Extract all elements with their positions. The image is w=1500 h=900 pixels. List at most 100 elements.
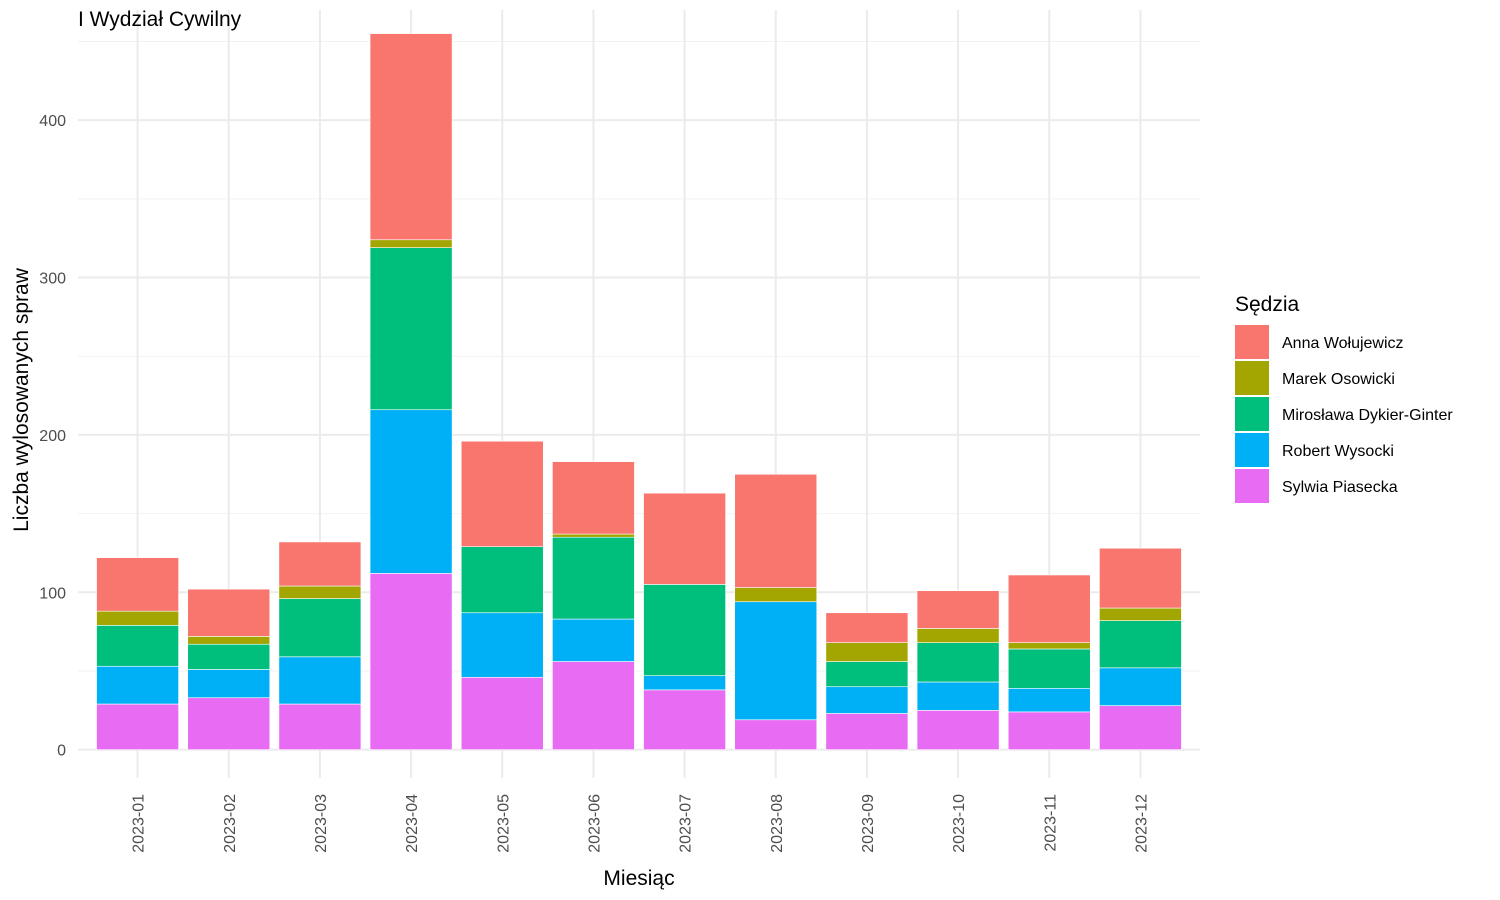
bar-segment xyxy=(643,675,726,691)
bar-segment xyxy=(1099,607,1182,621)
y-tick-label: 200 xyxy=(39,428,66,445)
bar-segment xyxy=(460,546,544,614)
legend-label: Robert Wysocki xyxy=(1282,443,1394,460)
bar-segment xyxy=(916,710,1000,750)
bar-stack xyxy=(369,33,453,750)
bar-segment xyxy=(96,625,179,667)
legend-label: Marek Osowicki xyxy=(1282,371,1395,388)
legend-label: Sylwia Piasecka xyxy=(1282,479,1398,496)
x-tick-label: 2023-10 xyxy=(951,794,968,853)
legend: Sędzia Anna Wołujewicz Marek Osowicki Miro… xyxy=(1235,293,1453,503)
legend-item: Marek Osowicki xyxy=(1235,361,1395,395)
bar-segment xyxy=(734,473,818,588)
x-tick-label: 2023-07 xyxy=(678,794,695,853)
bar-segment xyxy=(734,719,818,750)
bar-segment xyxy=(734,601,818,721)
y-tick-label: 0 xyxy=(57,743,66,760)
legend-swatch xyxy=(1235,361,1269,395)
bar-segment xyxy=(369,573,453,750)
legend-item: Robert Wysocki xyxy=(1235,433,1394,467)
bar-stack xyxy=(643,492,726,750)
bar-stack xyxy=(916,590,1000,750)
bar-segment xyxy=(369,33,453,241)
bar-segment xyxy=(1007,711,1091,750)
x-axis-title: Miesiąc xyxy=(603,867,674,890)
bar-segment xyxy=(96,610,179,626)
bar-stack xyxy=(1099,547,1182,750)
legend-swatch xyxy=(1235,397,1269,431)
bar-segment xyxy=(187,697,271,750)
bar-segment xyxy=(552,536,635,620)
bar-segment xyxy=(916,628,1000,643)
bar-segment xyxy=(1007,642,1091,650)
legend-swatch xyxy=(1235,325,1269,359)
legend-item: Mirosława Dykier-Ginter xyxy=(1235,397,1453,431)
bar-segment xyxy=(187,588,271,637)
bar-segment xyxy=(825,642,909,662)
bar-segment xyxy=(1007,574,1091,643)
bar-stack xyxy=(1007,574,1091,750)
bar-segment xyxy=(278,585,362,599)
bar-segment xyxy=(1099,705,1182,750)
bar-segment xyxy=(552,661,635,750)
y-axis-title: Liczba wylosowanych spraw xyxy=(10,267,33,532)
bar-segment xyxy=(1099,667,1182,706)
y-axis-ticks: 0 100 200 300 400 xyxy=(39,113,66,760)
bar-segment xyxy=(369,239,453,248)
bar-stack xyxy=(460,440,544,750)
bar-segment xyxy=(552,533,635,538)
bar-segment xyxy=(1007,687,1091,713)
x-tick-label: 2023-11 xyxy=(1042,794,1059,852)
bar-segment xyxy=(552,461,635,535)
bar-segment xyxy=(1007,648,1091,689)
bar-segment xyxy=(369,409,453,574)
x-tick-label: 2023-01 xyxy=(131,794,148,853)
bar-segment xyxy=(460,612,544,678)
bar-stack xyxy=(825,612,909,750)
x-tick-label: 2023-05 xyxy=(495,794,512,853)
bar-segment xyxy=(187,636,271,645)
y-tick-label: 300 xyxy=(39,271,66,288)
bar-segment xyxy=(1099,547,1182,609)
bar-segment xyxy=(278,541,362,587)
bar-segment xyxy=(278,656,362,705)
bar-segment xyxy=(187,669,271,699)
bar-segment xyxy=(825,661,909,688)
legend-label: Mirosława Dykier-Ginter xyxy=(1282,407,1453,424)
bar-segment xyxy=(825,713,909,750)
bar-segment xyxy=(825,612,909,643)
bar-segment xyxy=(1099,620,1182,669)
legend-item: Sylwia Piasecka xyxy=(1235,469,1398,503)
legend-items: Anna Wołujewicz Marek Osowicki Mirosława D… xyxy=(1235,325,1453,503)
bar-stack xyxy=(552,461,635,750)
bar-segment xyxy=(369,247,453,411)
bar-stack xyxy=(734,473,818,750)
bar-segment xyxy=(278,598,362,658)
bar-segment xyxy=(734,587,818,603)
bar-segment xyxy=(643,492,726,585)
legend-swatch xyxy=(1235,469,1269,503)
y-tick-label: 400 xyxy=(39,113,66,130)
bar-segment xyxy=(460,440,544,547)
bar-segment xyxy=(643,584,726,677)
bars xyxy=(96,33,1182,750)
bar-stack xyxy=(96,557,179,750)
bar-stack xyxy=(187,588,271,750)
bar-segment xyxy=(916,681,1000,711)
chart-title: I Wydział Cywilny xyxy=(78,8,242,31)
legend-item: Anna Wołujewicz xyxy=(1235,325,1404,359)
legend-label: Anna Wołujewicz xyxy=(1282,335,1404,352)
legend-title: Sędzia xyxy=(1235,293,1300,316)
bar-segment xyxy=(916,642,1000,683)
bar-segment xyxy=(96,703,179,750)
bar-segment xyxy=(916,590,1000,629)
bar-segment xyxy=(278,703,362,750)
bar-segment xyxy=(187,643,271,670)
x-tick-label: 2023-04 xyxy=(404,794,421,853)
x-axis-ticks: 2023-01 2023-02 2023-03 2023-04 2023-05 2023-… xyxy=(131,794,1151,853)
bar-segment xyxy=(96,665,179,705)
y-tick-label: 100 xyxy=(39,585,66,602)
x-tick-label: 2023-02 xyxy=(222,794,239,853)
bar-stack xyxy=(278,541,362,750)
